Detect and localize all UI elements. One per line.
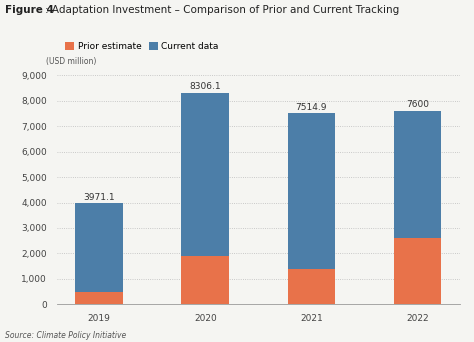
- Bar: [288, 113, 335, 269]
- Legend: Prior estimate, Current data: Prior estimate, Current data: [62, 39, 222, 55]
- Bar: [394, 111, 441, 238]
- Bar: [75, 203, 123, 292]
- Text: 7600: 7600: [406, 100, 429, 109]
- Text: 8306.1: 8306.1: [190, 82, 221, 91]
- Text: (USD million): (USD million): [46, 57, 96, 66]
- Text: : Adaptation Investment – Comparison of Prior and Current Tracking: : Adaptation Investment – Comparison of …: [45, 5, 399, 15]
- Text: Source: Climate Policy Initiative: Source: Climate Policy Initiative: [5, 331, 126, 340]
- Text: 3971.1: 3971.1: [83, 193, 115, 202]
- Text: Figure 4: Figure 4: [5, 5, 54, 15]
- Bar: [182, 256, 229, 304]
- Text: 7514.9: 7514.9: [296, 103, 327, 111]
- Bar: [394, 238, 441, 304]
- Bar: [288, 269, 335, 304]
- Bar: [182, 93, 229, 256]
- Bar: [75, 292, 123, 304]
